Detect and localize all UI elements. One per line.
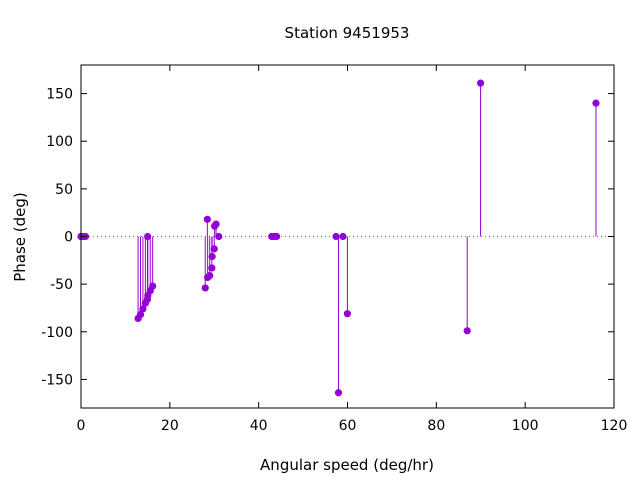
y-axis-label: Phase (deg) <box>11 192 29 282</box>
x-axis-label: Angular speed (deg/hr) <box>260 456 434 474</box>
y-tick-label: -100 <box>41 325 73 341</box>
data-point <box>149 282 157 290</box>
data-point <box>339 232 347 241</box>
data-point <box>272 232 281 241</box>
x-tick-label: 40 <box>250 418 268 434</box>
data-point <box>463 327 471 335</box>
x-tick-label: 120 <box>601 418 628 434</box>
y-tick-label: -50 <box>50 277 73 293</box>
data-point <box>208 264 216 272</box>
data-point <box>476 79 485 87</box>
y-tick-label: 50 <box>55 182 73 198</box>
data-point <box>592 99 600 107</box>
data-point <box>136 311 145 319</box>
y-tick-label: -150 <box>41 372 73 388</box>
y-axis-ticks: -150 -100 -50 0 50 100 150 <box>41 87 614 388</box>
data-point <box>201 284 209 292</box>
y-tick-label: 150 <box>46 87 73 103</box>
data-point <box>343 310 352 318</box>
data-point <box>206 271 214 280</box>
y-tick-label: 100 <box>46 134 73 150</box>
chart-title: Station 9451953 <box>285 24 410 42</box>
data-point <box>332 232 340 241</box>
y-tick-label: 0 <box>64 230 73 246</box>
data-point <box>215 232 223 241</box>
data-point <box>203 215 211 223</box>
x-tick-label: 80 <box>427 418 445 434</box>
data-point <box>212 220 220 228</box>
x-tick-label: 100 <box>512 418 539 434</box>
x-tick-label: 60 <box>339 418 357 434</box>
data-point <box>210 245 218 253</box>
data-point <box>139 305 147 313</box>
x-tick-label: 20 <box>161 418 179 434</box>
data-point <box>144 232 152 241</box>
data-point <box>208 252 216 261</box>
x-tick-label: 0 <box>77 418 86 434</box>
data-point <box>334 389 343 397</box>
x-axis-ticks: 0 20 40 60 80 100 120 <box>77 65 628 434</box>
